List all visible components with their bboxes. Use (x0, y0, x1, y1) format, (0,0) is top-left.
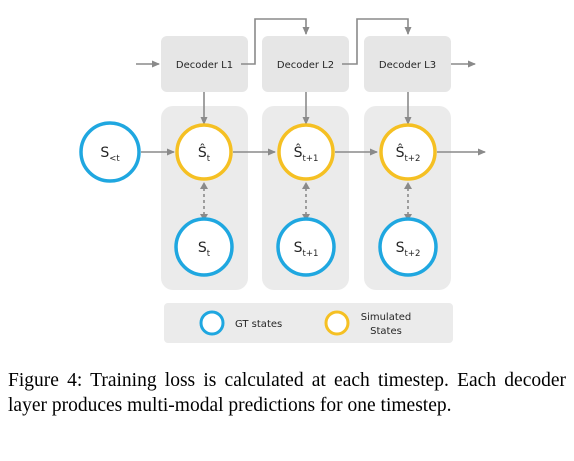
legend-gt-label: GT states (235, 319, 282, 330)
simulated-state-t1-sub: t+1 (303, 154, 319, 164)
legend-simulated-swatch (324, 310, 350, 336)
simulated-state-t1-base: Ŝ (294, 143, 303, 161)
figure-caption: Figure 4: Training loss is calculated at… (8, 370, 566, 416)
simulated-state-t2-base: Ŝ (396, 143, 405, 161)
svg-text:Ŝt+2: Ŝt+2 (396, 143, 421, 164)
input-state: S<t (79, 121, 141, 183)
gt-state-t2-base: S (396, 240, 405, 256)
legend-simulated-label-line1: Simulated (361, 312, 412, 323)
svg-text:Ŝt+1: Ŝt+1 (294, 143, 319, 164)
gt-state-t2-sub: t+2 (405, 249, 421, 259)
gt-state-t-base: S (198, 240, 207, 256)
decoder-l2-label: Decoder L2 (277, 60, 334, 71)
svg-text:St+2: St+2 (396, 240, 421, 259)
gt-state-t-sub: t (207, 249, 211, 259)
input-state-base: S (100, 145, 109, 161)
simulated-state-t2-sub: t+2 (405, 154, 421, 164)
gt-state-t1: St+1 (276, 217, 336, 277)
decoder-l1: Decoder L1 (161, 36, 248, 92)
gt-state-t1-sub: t+1 (303, 249, 319, 259)
simulated-state-t: Ŝt (175, 123, 233, 181)
decoder-l1-to-l2-arrow (241, 18, 310, 65)
decoder-l2: Decoder L2 (262, 36, 349, 92)
decoder-l2-to-l3-arrow (342, 18, 412, 65)
gt-state-t: St (174, 217, 234, 277)
decoder-l3-label: Decoder L3 (379, 60, 436, 71)
training-diagram: Decoder L1 Decoder L2 Decoder L3 (79, 18, 486, 343)
svg-text:St: St (198, 240, 211, 259)
input-state-sub: <t (109, 154, 120, 164)
decoder-l3: Decoder L3 (364, 36, 451, 92)
decoder-l1-label: Decoder L1 (176, 60, 233, 71)
svg-text:Ŝt: Ŝt (198, 143, 211, 164)
simulated-state-t-base: Ŝ (198, 143, 207, 161)
simulated-state-t2: Ŝt+2 (379, 123, 437, 181)
gt-state-t2: St+2 (378, 217, 438, 277)
svg-text:S<t: S<t (100, 145, 120, 164)
svg-text:St+1: St+1 (294, 240, 319, 259)
legend-simulated-label-line2: States (370, 326, 402, 337)
gt-state-t1-base: S (294, 240, 303, 256)
simulated-state-t-sub: t (207, 154, 211, 164)
legend-gt-swatch (199, 310, 225, 336)
simulated-state-t1: Ŝt+1 (277, 123, 335, 181)
legend: GT states Simulated States (164, 303, 453, 343)
